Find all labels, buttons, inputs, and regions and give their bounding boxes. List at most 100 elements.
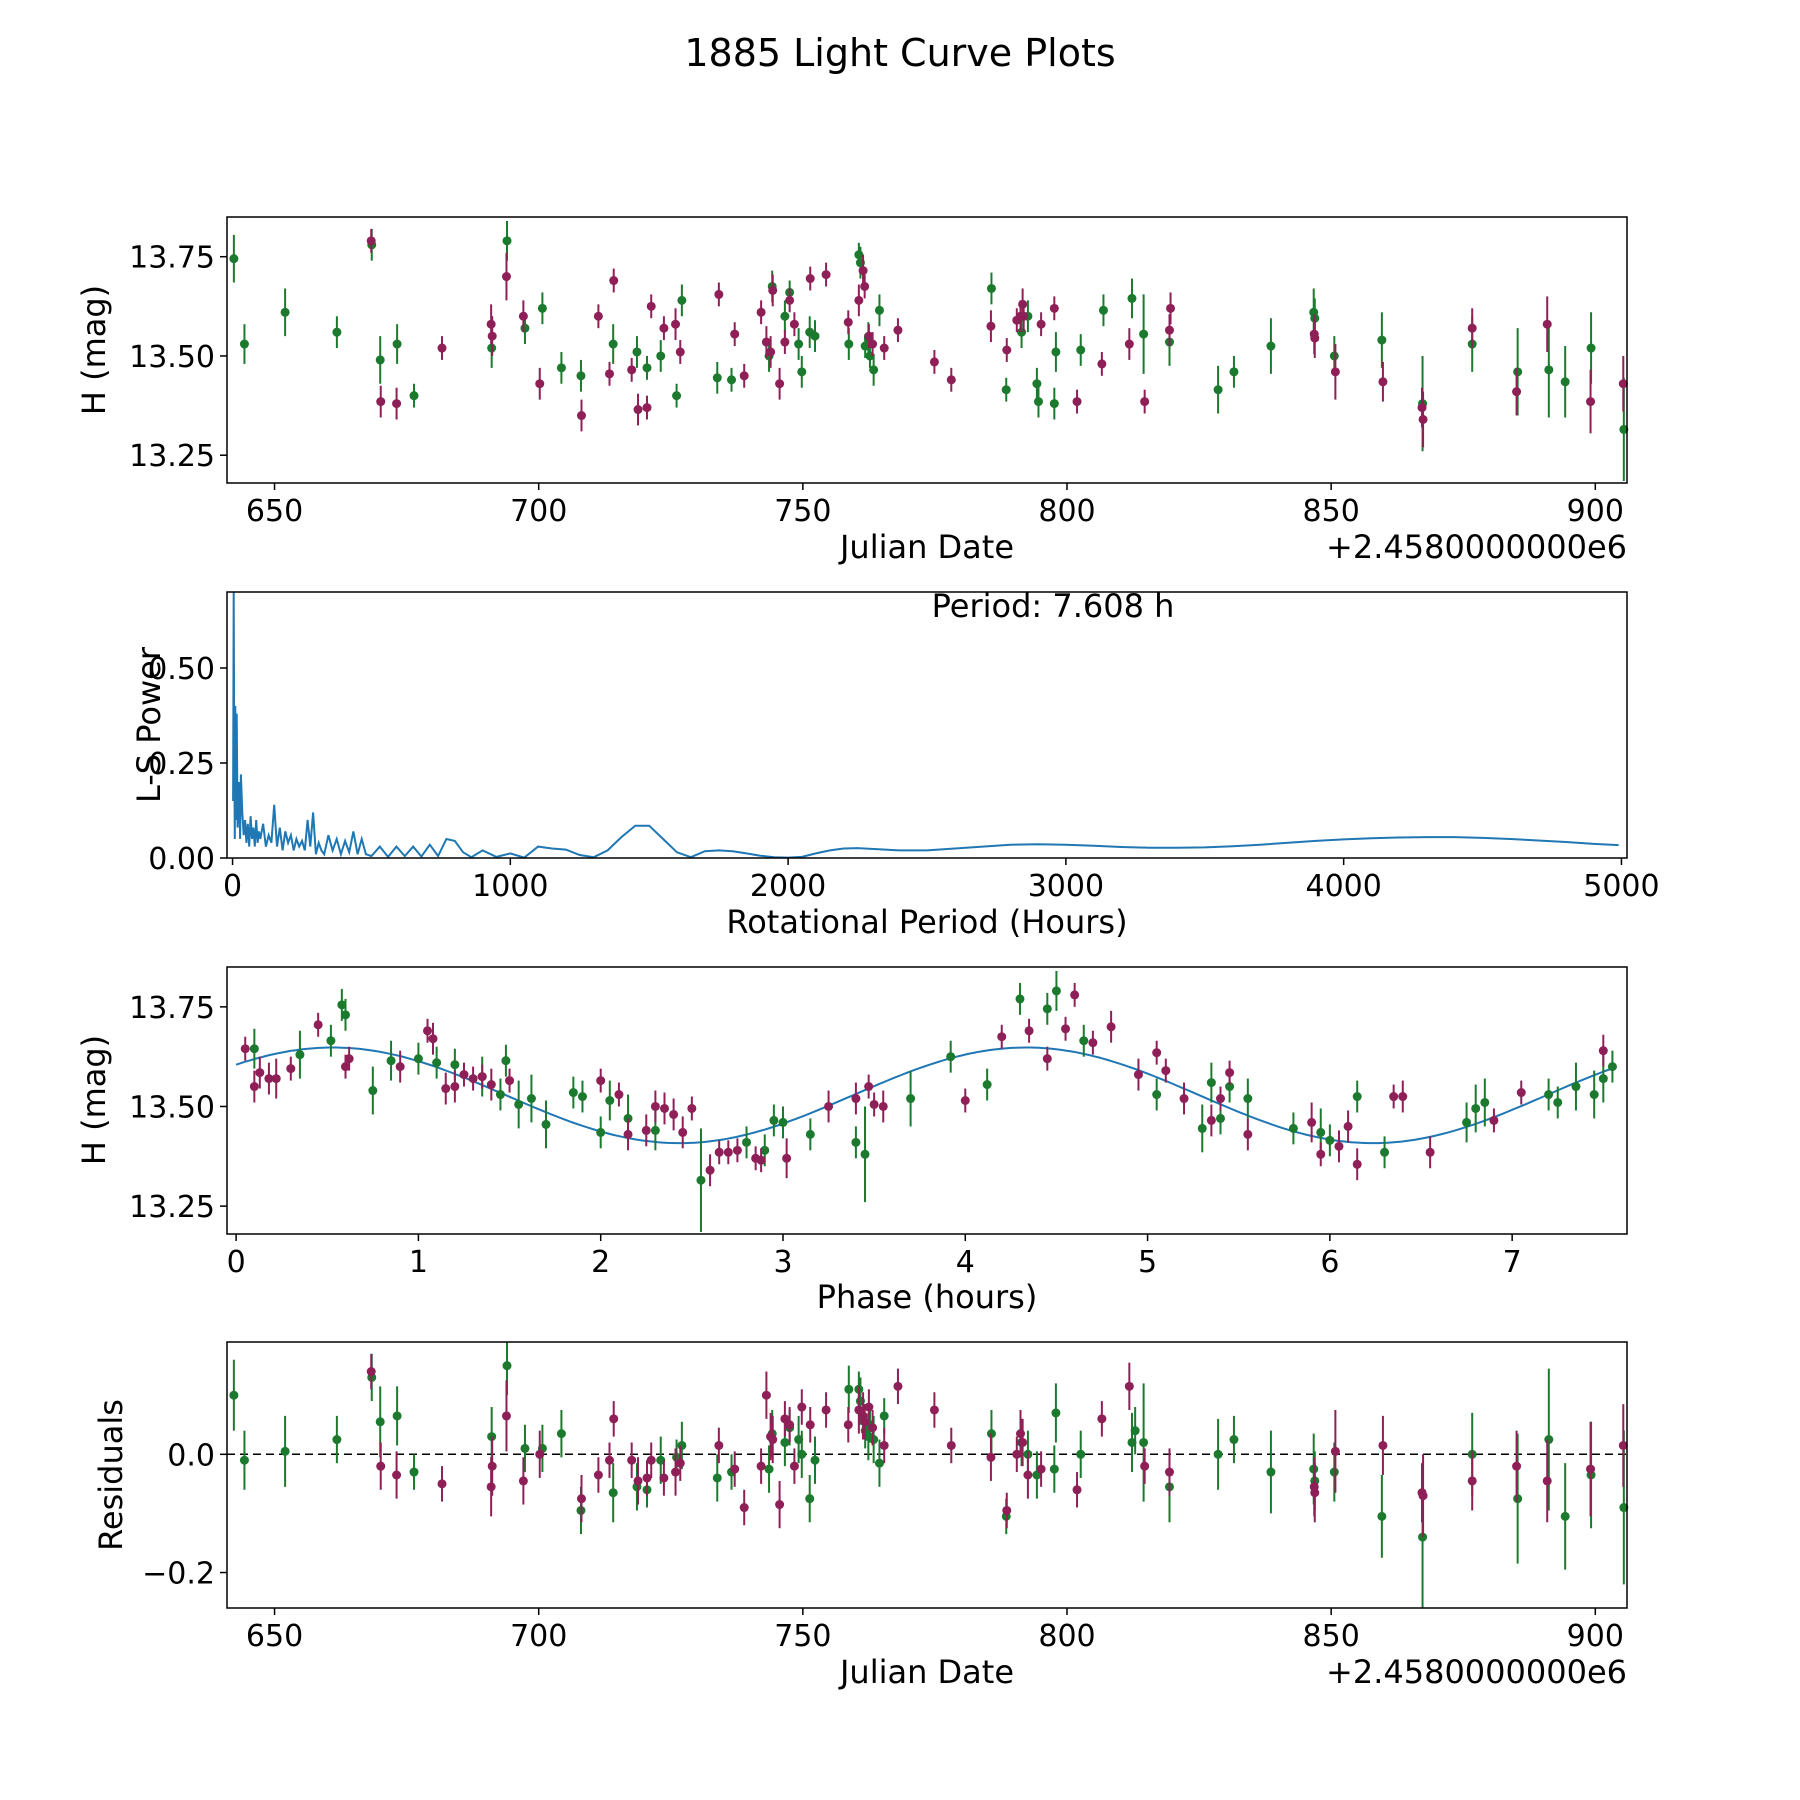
data-point-magenta [1042,1054,1052,1064]
data-point-green [1571,1082,1581,1092]
data-point-magenta [1618,1440,1628,1450]
data-point-green [1127,293,1137,303]
data-point-green [1544,1090,1554,1100]
data-point-magenta [1243,1129,1253,1139]
data-point-magenta [893,1381,903,1391]
data-point-green [239,1455,249,1465]
data-point-green [1225,1082,1235,1092]
data-point-magenta [789,1461,799,1471]
data-point-green [760,1145,770,1155]
data-point-magenta [761,1390,771,1400]
data-point-green [577,1092,587,1102]
data-point-green [375,1417,385,1427]
data-point-green [656,351,666,361]
data-point-green [1001,385,1011,395]
data-point-green [1130,1426,1140,1436]
data-point-magenta [730,1464,740,1474]
data-point-magenta [879,343,889,353]
phase-folded-ticks: 0 1 2 3 4 5 6 7 13.25 13.50 13.75 [129,991,1522,1280]
data-point-magenta [1016,1429,1026,1439]
data-point-magenta [650,1101,660,1111]
periodogram-frame [226,591,1628,859]
data-point-green [1215,1113,1225,1123]
data-point-green [1049,1464,1059,1474]
data-point-magenta [761,337,771,347]
data-point-magenta [705,1165,715,1175]
data-point-magenta [821,1405,831,1415]
residuals-offset-label: +2.4580000000e6 [1326,1653,1627,1691]
data-point-magenta [609,276,619,286]
data-point-green [1051,986,1061,996]
light-curve-xlabel: Julian Date [838,528,1014,566]
data-point-magenta [687,1103,697,1113]
data-point-magenta [1378,1440,1388,1450]
data-point-green [1098,305,1108,315]
data-point-magenta [1378,377,1388,387]
data-point-magenta [854,295,864,305]
data-point-magenta [1310,333,1320,343]
data-point-magenta [642,403,652,413]
data-point-green [1032,379,1042,389]
x-tick-label: 3000 [1028,869,1104,904]
data-point-magenta [1072,397,1082,407]
x-tick-label: 750 [774,494,831,529]
data-point-magenta [642,1473,652,1483]
data-point-green [1079,1036,1089,1046]
figure-title: 1885 Light Curve Plots [684,31,1115,75]
data-point-green [780,1437,790,1447]
data-point-magenta [739,1503,749,1513]
data-point-magenta [286,1064,296,1074]
data-point-green [392,339,402,349]
y-tick-label: 13.75 [129,241,215,276]
data-point-green [794,339,804,349]
data-point-magenta [1598,1046,1608,1056]
data-point-green [1586,343,1596,353]
data-point-magenta [646,1455,656,1465]
x-tick-label: 850 [1303,494,1360,529]
data-point-green [568,1088,578,1098]
data-point-green [1377,1511,1387,1521]
data-point-magenta [437,343,447,353]
data-point-magenta [576,411,586,421]
periodogram-xlabel: Rotational Period (Hours) [726,903,1127,941]
data-point-magenta [789,319,799,329]
y-tick-label: 0.50 [148,652,215,687]
data-point-green [810,331,820,341]
data-point-magenta [646,301,656,311]
data-point-green [742,1137,752,1147]
data-point-magenta [775,379,785,389]
data-point-green [1266,1467,1276,1477]
x-tick-label: 6 [1320,1245,1339,1280]
data-point-green [869,1435,879,1445]
data-point-magenta [1049,303,1059,313]
data-point-magenta [501,272,511,282]
periodogram-ticks: 0 1000 2000 3000 4000 5000 0.00 0.25 0.50 [148,652,1659,904]
data-point-green [514,1099,524,1109]
data-point-green [1017,327,1027,337]
data-point-magenta [1106,1022,1116,1032]
data-point-green [696,1175,706,1185]
data-point-green [502,1361,512,1371]
data-point-green [520,1443,530,1453]
data-point-green [1513,367,1523,377]
data-point-magenta [623,1129,633,1139]
phase-folded-ylabel: H (mag) [75,1035,113,1165]
data-point-green [375,355,385,365]
data-point-green [1377,335,1387,345]
data-point-green [1352,1092,1362,1102]
data-point-green [1152,1090,1162,1100]
data-point-magenta [1417,403,1427,413]
data-point-green [810,1455,820,1465]
data-point-magenta [1542,1476,1552,1486]
data-point-magenta [1070,990,1080,1000]
x-tick-label: 4 [956,1245,975,1280]
data-point-magenta [878,1101,888,1111]
y-tick-label: 13.50 [129,1090,215,1125]
data-point-magenta [395,1062,405,1072]
data-point-magenta [766,347,776,357]
data-point-magenta [805,1420,815,1430]
data-point-green [501,1056,511,1066]
data-point-magenta [868,1423,878,1433]
data-point-magenta [1316,1149,1326,1159]
data-point-green [869,365,879,375]
